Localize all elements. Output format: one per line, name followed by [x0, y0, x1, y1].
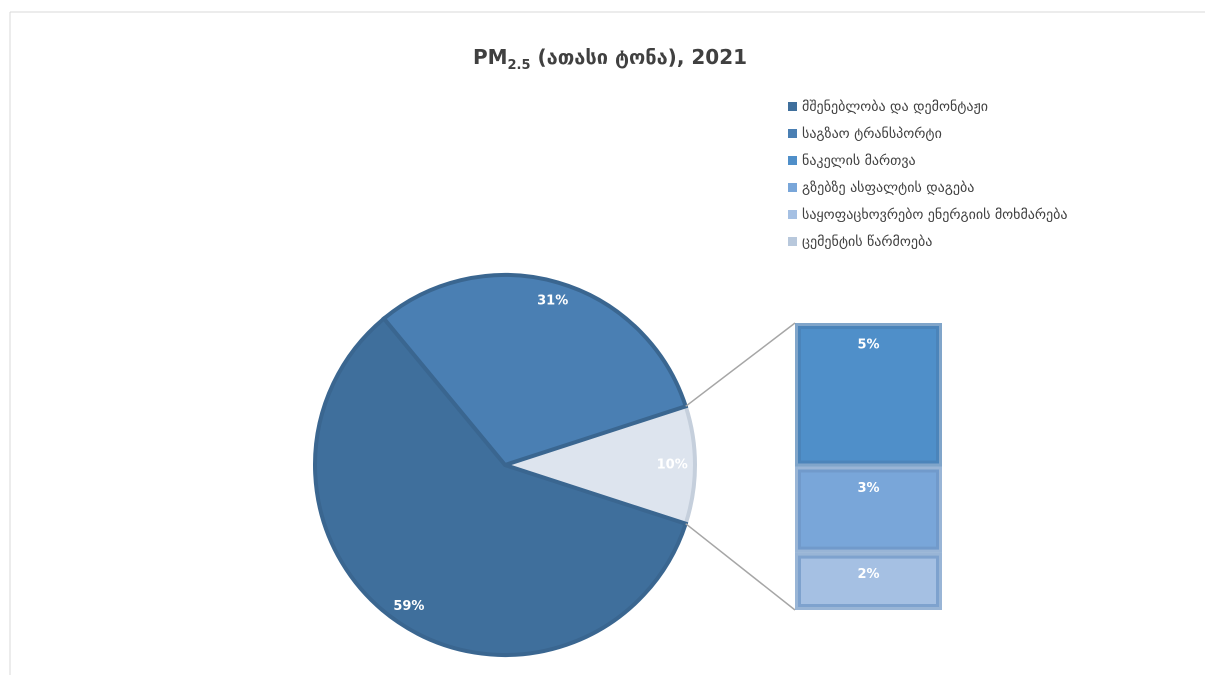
bar-segment — [795, 323, 942, 467]
data-label: 2% — [857, 567, 879, 582]
connector — [685, 322, 796, 407]
chart-title: PM2.5 (ათასი ტონა), 2021 — [473, 45, 747, 73]
connector — [685, 523, 796, 611]
legend-swatch — [788, 210, 797, 219]
pie-slice — [498, 403, 697, 527]
title-main: PM — [473, 45, 508, 69]
legend-label: ნაკელის მართვა — [802, 152, 916, 169]
legend-swatch — [788, 183, 797, 192]
data-label: 5% — [857, 338, 879, 353]
legend-label: საყოფაცხოვრებო ენერგიის მოხმარება — [802, 206, 1068, 223]
legend-label: გზებზე ასფალტის დაგება — [802, 180, 974, 196]
legend-label: საგზაო ტრანსპორტი — [802, 125, 942, 142]
legend-swatch — [788, 102, 797, 111]
pie-slice — [313, 315, 689, 657]
bar-segment — [795, 552, 942, 610]
legend-label: მშენებლობა და დემონტაჟი — [802, 99, 988, 115]
title-rest: (ათასი ტონა), 2021 — [531, 45, 748, 69]
pie-slice — [381, 273, 689, 468]
legend-label: ცემენტის წარმოება — [802, 233, 932, 250]
data-label: 31% — [537, 293, 568, 308]
bar-segment — [795, 466, 942, 553]
legend-swatch — [788, 237, 797, 246]
legend-swatch — [788, 129, 797, 138]
data-label: 10% — [657, 458, 688, 473]
data-label: 3% — [857, 481, 879, 496]
title-sub: 2.5 — [508, 58, 531, 73]
legend-swatch — [788, 156, 797, 165]
data-label: 59% — [393, 599, 424, 614]
